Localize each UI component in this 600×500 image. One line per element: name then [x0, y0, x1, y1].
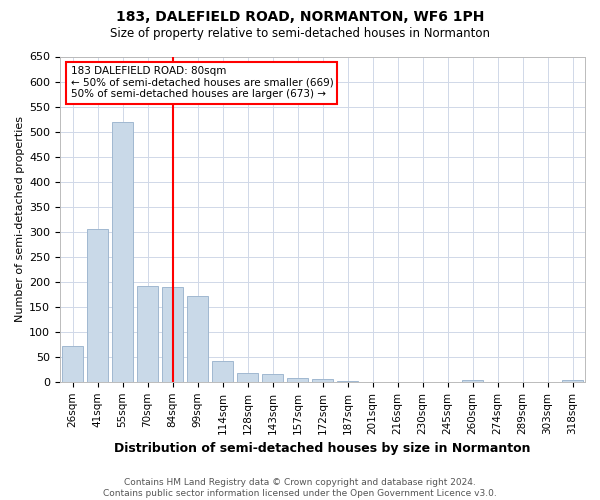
Text: Contains HM Land Registry data © Crown copyright and database right 2024.
Contai: Contains HM Land Registry data © Crown c…: [103, 478, 497, 498]
Text: 183 DALEFIELD ROAD: 80sqm
← 50% of semi-detached houses are smaller (669)
50% of: 183 DALEFIELD ROAD: 80sqm ← 50% of semi-…: [71, 66, 333, 100]
Text: 183, DALEFIELD ROAD, NORMANTON, WF6 1PH: 183, DALEFIELD ROAD, NORMANTON, WF6 1PH: [116, 10, 484, 24]
Bar: [87, 229, 108, 382]
Bar: [62, 346, 83, 382]
Y-axis label: Number of semi-detached properties: Number of semi-detached properties: [15, 116, 25, 322]
Bar: [187, 296, 208, 382]
Bar: [137, 286, 158, 382]
Bar: [287, 378, 308, 382]
Bar: [312, 380, 333, 382]
Bar: [112, 122, 133, 382]
Bar: [462, 380, 483, 382]
Bar: [562, 380, 583, 382]
X-axis label: Distribution of semi-detached houses by size in Normanton: Distribution of semi-detached houses by …: [114, 442, 531, 455]
Text: Size of property relative to semi-detached houses in Normanton: Size of property relative to semi-detach…: [110, 28, 490, 40]
Bar: [212, 361, 233, 382]
Bar: [162, 286, 183, 382]
Bar: [262, 374, 283, 382]
Bar: [237, 374, 258, 382]
